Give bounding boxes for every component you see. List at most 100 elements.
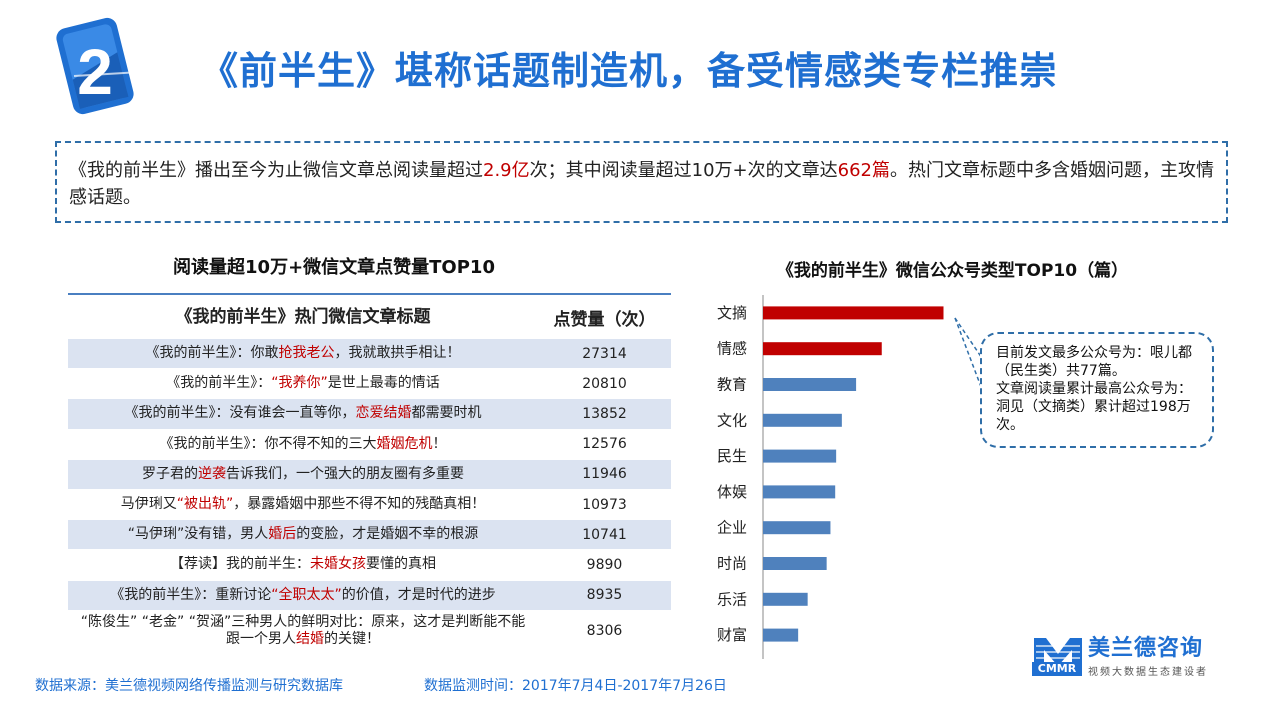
- callout-note: 目前发文最多公众号为：哏儿都（民生类）共77篇。 文章阅读量累计最高公众号为：洞…: [980, 332, 1214, 448]
- logo-m-icon: [1034, 638, 1082, 666]
- table-row: 马伊琍又“被出轨”，暴露婚姻中那些不得不知的残酷真相！ 10973: [68, 490, 671, 521]
- likes-cell: 8935: [586, 587, 623, 604]
- article-title-cell: “马伊琍”没有错，男人婚后的变脸，才是婚姻不幸的根源: [68, 526, 538, 543]
- table-title: 阅读量超10万+微信文章点赞量TOP10: [173, 257, 495, 278]
- table-row: 《我的前半生》：你不得不知的三大婚姻危机！ 12576: [68, 430, 671, 460]
- logo-tagline: 视频大数据生态建设者: [1088, 667, 1208, 678]
- page-title: 《前半生》堪称话题制造机，备受情感类专栏推崇: [200, 49, 1059, 93]
- table-body: 《我的前半生》：你敢抢我老公，我就敢拱手相让！ 27314 《我的前半生》：“我养你…: [68, 339, 671, 653]
- column-header-likes: 点赞量（次）: [553, 309, 656, 330]
- table-row: 《我的前半生》：你敢抢我老公，我就敢拱手相让！ 27314: [68, 339, 671, 370]
- article-title-text: 是世上最毒的情话: [327, 375, 440, 392]
- article-title-text: ！: [432, 435, 447, 452]
- article-title-cell: 【荐读】我的前半生：未婚女孩要懂的真相: [68, 556, 538, 573]
- bar-体娱: [763, 485, 836, 499]
- bar-文化: [763, 413, 842, 427]
- badge-number: 2: [77, 36, 113, 108]
- bar-企业: [763, 521, 831, 535]
- bar-情感: [763, 342, 882, 356]
- summary-total-reads: 2.9亿: [483, 160, 530, 181]
- summary-text-3: 。热门文章标题中多含婚姻问题，主攻情感话题。: [69, 160, 1214, 208]
- column-header-title: 《我的前半生》热门微信文章标题: [175, 306, 431, 327]
- summary-box: 《我的前半生》播出至今为止微信文章总阅读量超过2.9亿次；其中阅读量超过10万+…: [55, 141, 1228, 223]
- table-header: 《我的前半生》热门微信文章标题 点赞量（次）: [68, 295, 671, 339]
- logo-abbr: CMMR: [1032, 662, 1082, 676]
- logo-name: 美兰德咨询: [1088, 636, 1204, 661]
- article-title-text: 的关键！: [324, 631, 380, 648]
- article-title-text: 《我的前半生》：你敢: [145, 345, 279, 362]
- table-row: 【荐读】我的前半生：未婚女孩要懂的真相 9890: [68, 550, 671, 581]
- summary-text-2: 次；其中阅读量超过10万+次的文章达: [529, 160, 838, 181]
- category-label: 情感: [717, 340, 747, 358]
- category-label: 时尚: [717, 555, 747, 573]
- bar-乐活: [763, 592, 808, 606]
- article-title-cell: 《我的前半生》：“我养你”是世上最毒的情话: [68, 375, 538, 392]
- table-row: 《我的前半生》：“我养你”是世上最毒的情话 20810: [68, 369, 671, 400]
- article-title-keyword: 未婚女孩: [310, 556, 366, 573]
- cmmr-logo: 美兰德咨询 CMMR 视频大数据生态建设者: [1032, 628, 1242, 680]
- likes-cell: 20810: [582, 375, 627, 392]
- article-title-text: “陈俊生” “老金” “贺涵”三种男人的鲜明对比：原来，这才是判断能不能跟一个男…: [80, 614, 526, 648]
- bar-民生: [763, 449, 837, 463]
- category-label: 民生: [717, 447, 747, 465]
- likes-cell: 27314: [582, 345, 627, 362]
- article-title-text: 都需要时机: [411, 405, 482, 422]
- callout-line-1: 目前发文最多公众号为：哏儿都（民生类）共77篇。: [996, 345, 1192, 379]
- article-title-cell: 《我的前半生》：重新讨论“全职太太”的价值，才是时代的进步: [68, 587, 538, 604]
- likes-cell: 10741: [582, 526, 627, 543]
- monitoring-period: 数据监测时间：2017年7月4日-2017年7月26日: [424, 678, 727, 694]
- data-source: 数据来源：美兰德视频网络传播监测与研究数据库: [35, 678, 343, 694]
- category-label: 文化: [717, 411, 747, 429]
- category-label: 文摘: [717, 304, 747, 322]
- article-title-cell: 《我的前半生》：你不得不知的三大婚姻危机！: [68, 436, 538, 453]
- article-title-text: 《我的前半生》：你不得不知的三大: [159, 435, 377, 452]
- likes-cell: 8306: [586, 623, 623, 640]
- article-title-text: ，我就敢拱手相让！: [334, 345, 461, 362]
- article-title-cell: 《我的前半生》：你敢抢我老公，我就敢拱手相让！: [68, 345, 538, 362]
- chart-title: 《我的前半生》微信公众号类型TOP10（篇）: [776, 261, 1129, 281]
- likes-cell: 13852: [582, 405, 627, 422]
- article-title-text: 的变脸，才是婚姻不幸的根源: [296, 526, 479, 543]
- likes-cell: 12576: [582, 436, 627, 453]
- callout-line-2: 文章阅读量累计最高公众号为：洞见（文摘类）累计超过198万次。: [996, 381, 1192, 433]
- top10-articles-table: 《我的前半生》热门微信文章标题 点赞量（次） 《我的前半生》：你敢抢我老公，我就…: [68, 293, 671, 653]
- table-row: 《我的前半生》：没有谁会一直等你，恋爱结婚都需要时机 13852: [68, 399, 671, 430]
- article-title-cell: “陈俊生” “老金” “贺涵”三种男人的鲜明对比：原来，这才是判断能不能跟一个男…: [68, 614, 538, 648]
- article-title-cell: 马伊琍又“被出轨”，暴露婚姻中那些不得不知的残酷真相！: [68, 496, 538, 513]
- article-title-text: 马伊琍又: [120, 496, 177, 513]
- article-title-text: 罗子君的: [142, 465, 198, 482]
- article-title-cell: 《我的前半生》：没有谁会一直等你，恋爱结婚都需要时机: [68, 405, 538, 422]
- article-title-keyword: 逆袭: [198, 465, 226, 482]
- bar-教育: [763, 378, 857, 391]
- bar-时尚: [763, 557, 827, 570]
- table-row: “陈俊生” “老金” “贺涵”三种男人的鲜明对比：原来，这才是判断能不能跟一个男…: [68, 611, 671, 653]
- section-number-badge: 2: [54, 14, 141, 118]
- article-title-keyword: “被出轨”: [176, 496, 234, 513]
- category-label: 乐活: [717, 590, 747, 608]
- article-title-keyword: “全职太太”: [271, 586, 342, 603]
- article-title-text: “马伊琍”没有错，男人: [127, 526, 269, 543]
- bar-文摘: [763, 306, 944, 320]
- likes-cell: 10973: [582, 496, 627, 513]
- article-title-text: 要懂的真相: [366, 556, 436, 573]
- article-title-text: 告诉我们，一个强大的朋友圈有多重要: [226, 465, 464, 482]
- likes-cell: 11946: [582, 466, 627, 483]
- article-title-text: 《我的前半生》：: [166, 375, 272, 392]
- category-label: 体娱: [717, 483, 747, 501]
- article-title-text: 的价值，才是时代的进步: [341, 586, 496, 603]
- category-label: 企业: [717, 519, 747, 537]
- article-title-text: ，暴露婚姻中那些不得不知的残酷真相！: [233, 496, 486, 513]
- article-title-text: 《我的前半生》：重新讨论: [110, 586, 272, 603]
- summary-article-count: 662篇: [837, 160, 890, 181]
- bar-财富: [763, 628, 799, 642]
- article-title-text: 【荐读】我的前半生：: [170, 556, 310, 573]
- article-title-keyword: 抢我老公: [278, 345, 335, 362]
- likes-cell: 9890: [586, 556, 623, 573]
- category-label: 教育: [717, 376, 747, 394]
- summary-text-1: 《我的前半生》播出至今为止微信文章总阅读量超过: [69, 160, 483, 181]
- article-title-keyword: 婚姻危机: [376, 435, 433, 452]
- article-title-cell: 罗子君的逆袭告诉我们，一个强大的朋友圈有多重要: [68, 466, 538, 483]
- article-title-keyword: “我养你”: [271, 375, 328, 392]
- article-title-text: 《我的前半生》：没有谁会一直等你，: [124, 405, 356, 422]
